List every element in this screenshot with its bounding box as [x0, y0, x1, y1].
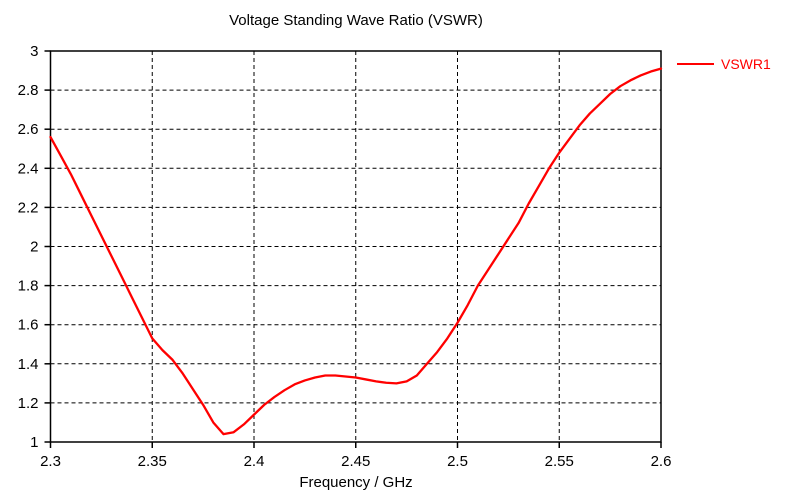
y-tick-label: 2.2	[18, 199, 39, 216]
chart-title: Voltage Standing Wave Ratio (VSWR)	[229, 12, 483, 29]
x-tick-label: 2.3	[40, 453, 61, 470]
y-tick-label: 1	[30, 434, 38, 451]
legend-line-swatch	[677, 63, 714, 65]
x-tick-label: 2.45	[341, 453, 370, 470]
y-tick-label: 2.6	[18, 121, 39, 138]
y-tick-label: 1.4	[18, 356, 39, 373]
curve-vswr1	[49, 67, 663, 436]
y-tick-label: 2.8	[18, 82, 39, 99]
x-tick-label: 2.35	[138, 453, 167, 470]
x-axis-title: Frequency / GHz	[299, 474, 413, 491]
y-tick-label: 1.6	[18, 317, 39, 334]
y-tick-label: 1.2	[18, 395, 39, 412]
x-tick-label: 2.5	[447, 453, 468, 470]
y-tick-label: 2	[30, 239, 38, 256]
legend: VSWR1	[677, 56, 771, 72]
y-tick-label: 3	[30, 43, 38, 60]
legend-series-label: VSWR1	[721, 56, 771, 72]
x-tick-label: 2.4	[244, 453, 265, 470]
y-tick-label: 2.4	[18, 160, 39, 177]
x-tick-label: 2.55	[545, 453, 574, 470]
x-tick-label: 2.6	[651, 453, 672, 470]
y-tick-label: 1.8	[18, 278, 39, 295]
